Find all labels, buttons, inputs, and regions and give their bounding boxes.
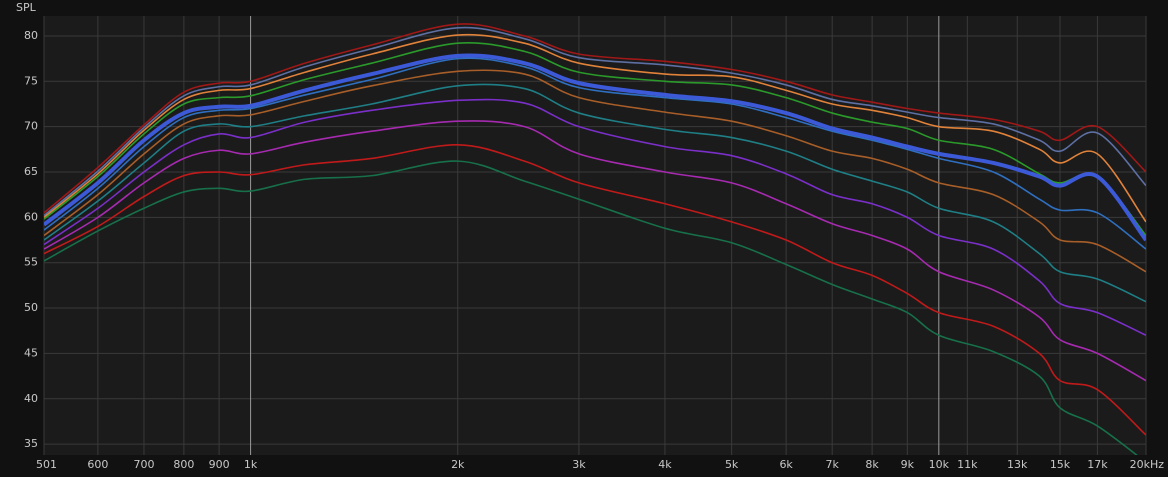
x-tick-label: 5k bbox=[725, 458, 739, 471]
y-tick-label: 75 bbox=[24, 74, 38, 87]
series-line bbox=[44, 143, 1146, 436]
y-tick-label: 35 bbox=[24, 437, 38, 450]
series-line bbox=[44, 69, 1146, 273]
x-tick-label: 501 bbox=[36, 458, 57, 471]
series-line bbox=[44, 160, 1138, 455]
series-line bbox=[44, 57, 1146, 250]
x-tick-label: 10k bbox=[929, 458, 950, 471]
x-tick-label: 11k bbox=[957, 458, 978, 471]
y-tick-label: 80 bbox=[24, 29, 38, 42]
x-tick-label: 800 bbox=[173, 458, 194, 471]
series-line bbox=[44, 53, 1146, 242]
x-tick-label: 7k bbox=[826, 458, 840, 471]
x-tick-label: 13k bbox=[1007, 458, 1028, 471]
x-tick-label: 600 bbox=[87, 458, 108, 471]
y-tick-label: 40 bbox=[24, 392, 38, 405]
y-tick-label: 60 bbox=[24, 210, 38, 223]
series-line bbox=[44, 120, 1146, 382]
y-tick-label: 50 bbox=[24, 301, 38, 314]
series-line bbox=[44, 33, 1146, 223]
x-tick-label: 15k bbox=[1050, 458, 1071, 471]
x-tick-label: 17k bbox=[1087, 458, 1108, 471]
x-tick-label: 1k bbox=[244, 458, 258, 471]
x-tick-label: 700 bbox=[133, 458, 154, 471]
y-tick-label: 45 bbox=[24, 346, 38, 359]
plot-area bbox=[44, 16, 1146, 455]
series-line bbox=[44, 83, 1146, 303]
x-tick-label: 2k bbox=[451, 458, 465, 471]
series-line bbox=[44, 98, 1146, 336]
lines bbox=[44, 23, 1146, 455]
y-axis-label: SPL bbox=[16, 1, 37, 14]
series-line bbox=[44, 26, 1146, 217]
series-line bbox=[44, 42, 1146, 237]
x-tick-label: 3k bbox=[572, 458, 586, 471]
x-tick-label: 8k bbox=[865, 458, 879, 471]
x-tick-label: 9k bbox=[901, 458, 915, 471]
y-tick-label: 65 bbox=[24, 165, 38, 178]
x-tick-label: 900 bbox=[209, 458, 230, 471]
x-tick-label: 20kHz bbox=[1130, 458, 1165, 471]
labels: 35 40 45 50 55 60 65 70 75 80 501 600 700 800 900 1k 2k 3… bbox=[24, 29, 1164, 471]
series-line bbox=[44, 23, 1146, 214]
y-tick-label: 55 bbox=[24, 256, 38, 269]
y-tick-label: 70 bbox=[24, 120, 38, 133]
x-tick-label: 4k bbox=[658, 458, 672, 471]
x-tick-label: 6k bbox=[779, 458, 793, 471]
